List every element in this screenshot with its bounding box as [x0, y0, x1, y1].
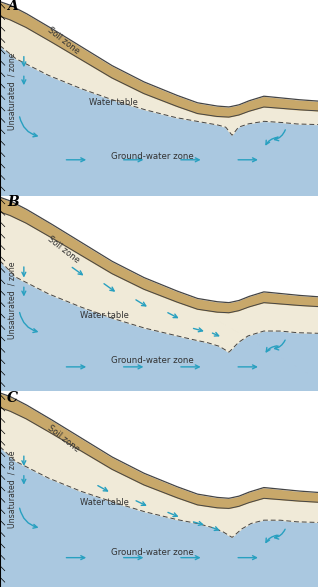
Text: Ground-water zone: Ground-water zone	[111, 548, 194, 557]
Text: Ground-water zone: Ground-water zone	[111, 152, 194, 161]
Text: Ground-water zone: Ground-water zone	[111, 356, 194, 365]
Text: Water table: Water table	[80, 498, 128, 507]
Text: Unsaturated  / zone: Unsaturated / zone	[8, 261, 17, 339]
Text: Soil zone: Soil zone	[46, 423, 81, 454]
Text: A: A	[7, 0, 18, 14]
Text: Unsaturated  / zone: Unsaturated / zone	[8, 450, 17, 528]
Text: Water table: Water table	[89, 98, 138, 107]
Text: Soil zone: Soil zone	[46, 234, 81, 265]
Text: B: B	[7, 195, 19, 209]
Text: Unsaturated  / zone: Unsaturated / zone	[8, 53, 17, 130]
Text: Soil zone: Soil zone	[46, 26, 81, 56]
Text: C: C	[7, 391, 18, 405]
Text: Water table: Water table	[80, 311, 128, 320]
